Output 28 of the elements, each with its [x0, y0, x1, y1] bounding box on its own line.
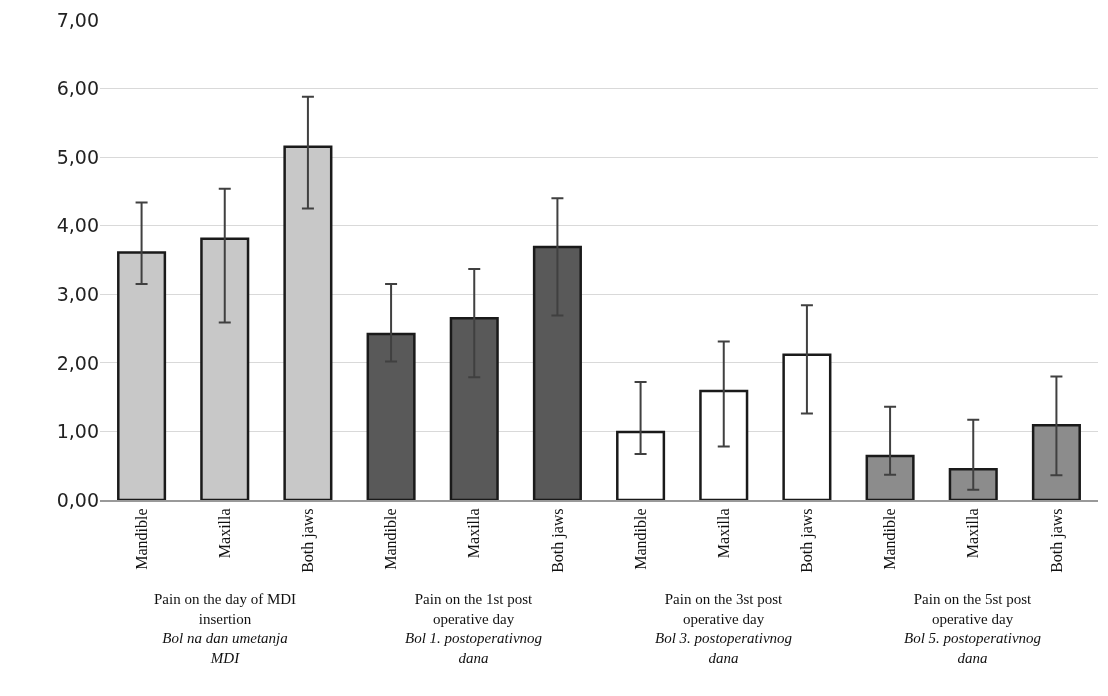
x-tick-label: Mandible — [881, 508, 899, 570]
text: Pain on the 5st post operative day — [913, 591, 1033, 627]
x-tick-label: Mandible — [382, 508, 400, 570]
text: Bol na dan umetanja MDI — [162, 630, 288, 666]
y-tick-label: 7,00 — [56, 8, 99, 31]
text: Pain on the 3st post operative day — [664, 591, 784, 627]
text: Bol 3. postoperativnog dana — [655, 630, 793, 666]
y-tick-label: 0,00 — [56, 488, 99, 511]
text: Bol 5. postoperativnog dana — [904, 630, 1042, 666]
y-tick-label: 6,00 — [56, 77, 99, 100]
x-tick-label: Maxilla — [215, 508, 233, 559]
text: Pain on the day of MDI insertion — [154, 591, 297, 627]
y-tick-label: 1,00 — [56, 420, 99, 443]
x-tick-label: Maxilla — [465, 508, 483, 559]
x-tick-label: Both jaws — [548, 508, 567, 573]
x-tick-label: Maxilla — [964, 508, 982, 559]
x-tick-label: Mandible — [631, 508, 649, 570]
y-tick-label: 4,00 — [56, 214, 99, 237]
y-tick-label: 5,00 — [56, 145, 99, 168]
x-tick-label: Both jaws — [1047, 508, 1066, 573]
x-tick-label: Both jaws — [299, 508, 318, 573]
x-tick-label: Both jaws — [798, 508, 817, 573]
y-tick-label: 2,00 — [56, 351, 99, 374]
x-tick-label: Maxilla — [714, 508, 732, 559]
text: Pain on the 1st post operative day — [414, 591, 534, 627]
y-tick-label: 3,00 — [56, 282, 99, 305]
x-tick-label: Mandible — [132, 508, 150, 570]
text: Bol 1. postoperativnog dana — [405, 630, 543, 666]
